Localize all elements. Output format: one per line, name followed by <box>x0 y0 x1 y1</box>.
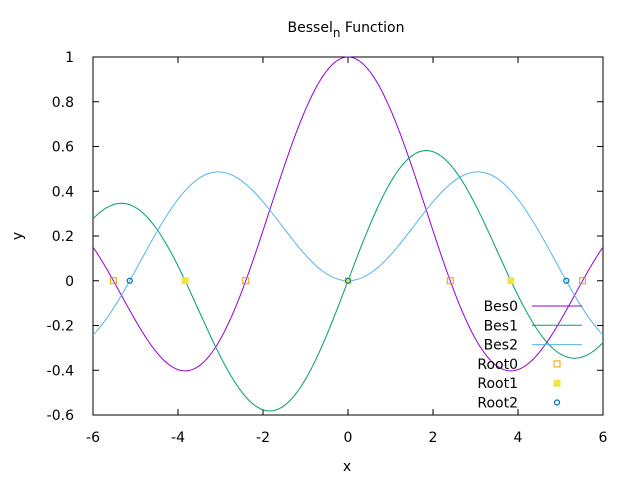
legend-label: Root2 <box>477 396 518 412</box>
legend: Bes0 Bes1 Bes2 Root0 Root1 Root2 <box>477 299 582 412</box>
chart-title-rest: Function <box>340 20 404 36</box>
root-point-root1 <box>181 277 189 285</box>
x-axis-label: x <box>343 459 351 475</box>
y-tick-label: -0.6 <box>47 408 74 424</box>
root-point-root2 <box>344 277 352 284</box>
x-tick-label: 6 <box>599 430 608 446</box>
x-tick-label: 2 <box>429 430 438 446</box>
legend-label: Bes1 <box>484 318 518 334</box>
root-point-root2 <box>126 277 133 284</box>
series-line-bes0 <box>92 56 604 372</box>
y-axis-label: y <box>10 232 26 240</box>
series-layer <box>92 56 604 412</box>
x-tick-label: -4 <box>171 430 185 446</box>
legend-label: Bes2 <box>484 338 518 354</box>
root-point-root0 <box>242 277 250 285</box>
root-point-root1 <box>507 277 515 285</box>
y-tick-label: 1 <box>65 50 74 66</box>
root-point-root0 <box>109 277 117 285</box>
y-tick-label: -0.4 <box>47 363 74 379</box>
axes-layer: -6 -4 -2 0 2 4 6 -0.6 -0.4 -0.2 0 0.2 0.4 0.6 0.8 1 <box>47 50 608 446</box>
y-tick-label: 0.8 <box>52 95 74 111</box>
series-line-bes2 <box>92 171 604 336</box>
root-point-root0 <box>446 277 454 285</box>
legend-swatch <box>553 399 561 406</box>
legend-label: Bes0 <box>484 299 518 315</box>
chart-title: Besseln Function <box>288 20 405 40</box>
root-point-root2 <box>563 277 570 284</box>
legend-swatch <box>553 379 561 387</box>
x-tick-label: 0 <box>344 430 353 446</box>
y-tick-label: 0.4 <box>52 184 74 200</box>
root-point-root0 <box>579 277 587 285</box>
plot-frame <box>92 56 604 416</box>
y-tick-label: 0.2 <box>52 229 74 245</box>
x-tick-label: -2 <box>256 430 270 446</box>
chart-title-subscript: n <box>333 26 341 40</box>
x-tick-label: 4 <box>514 430 523 446</box>
x-tick-label: -6 <box>86 430 100 446</box>
legend-label: Root1 <box>477 376 518 392</box>
y-tick-label: 0.6 <box>52 140 74 156</box>
chart-title-main: Bessel <box>288 20 333 36</box>
legend-swatch <box>553 360 561 368</box>
legend-label: Root0 <box>477 357 518 373</box>
y-tick-label: 0 <box>65 274 74 290</box>
y-tick-label: -0.2 <box>47 319 74 335</box>
